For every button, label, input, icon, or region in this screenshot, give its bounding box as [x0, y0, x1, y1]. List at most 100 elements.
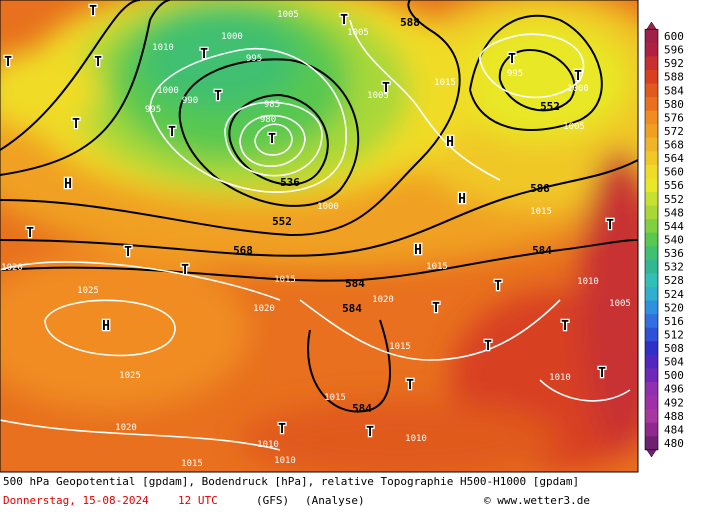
- pressure-label: 1015: [181, 459, 203, 469]
- colorbar-swatch: [645, 314, 658, 329]
- pressure-center: T: [508, 52, 516, 67]
- geopotential-label: 584: [342, 302, 362, 315]
- pressure-center: H: [458, 192, 466, 207]
- colorbar-swatch: [645, 42, 658, 57]
- colorbar-swatch: [645, 56, 658, 71]
- colorbar-label: 556: [664, 179, 684, 192]
- colorbar-label: 552: [664, 193, 684, 206]
- colorbar-swatch: [645, 354, 658, 369]
- colorbar-label: 524: [664, 288, 684, 301]
- pressure-contours: [0, 19, 631, 451]
- colorbar-label: 536: [664, 247, 684, 260]
- geopotential-label: 552: [272, 215, 292, 228]
- colorbar-swatch: [645, 368, 658, 383]
- colorbar-label: 576: [664, 111, 684, 124]
- pressure-label: 1005: [347, 28, 369, 38]
- geopotential-label: 584: [532, 244, 552, 257]
- footer-time: 12 UTC: [178, 494, 218, 507]
- colorbar-swatch: [645, 110, 658, 125]
- footer-model: (GFS): [256, 494, 289, 507]
- colorbar-swatch: [645, 178, 658, 193]
- colorbar-label: 516: [664, 315, 684, 328]
- geopotential-label: 584: [352, 402, 372, 415]
- colorbar-label: 500: [664, 369, 684, 382]
- colorbar-swatch: [645, 409, 658, 424]
- pressure-center: T: [278, 422, 286, 437]
- pressure-center: T: [366, 425, 374, 440]
- pressure-label: 1000: [157, 86, 179, 96]
- pressure-center: T: [26, 226, 34, 241]
- colorbar-swatch: [645, 422, 658, 437]
- pressure-label: 1015: [426, 262, 448, 272]
- colorbar-label: 512: [664, 328, 684, 341]
- colorbar-label: 480: [664, 437, 684, 450]
- pressure-center: T: [200, 47, 208, 62]
- pressure-center: H: [64, 177, 72, 192]
- colorbar-swatch: [645, 124, 658, 139]
- pressure-label: 1005: [367, 91, 389, 101]
- colorbar-swatch: [645, 327, 658, 342]
- pressure-label: 1020: [115, 423, 137, 433]
- colorbar-swatch: [645, 259, 658, 274]
- pressure-label: 1025: [119, 371, 141, 381]
- pressure-label: 990: [182, 96, 198, 106]
- colorbar-label: 496: [664, 383, 684, 396]
- colorbar-swatch: [645, 205, 658, 220]
- colorbar-label: 564: [664, 152, 684, 165]
- pressure-label: 1015: [389, 342, 411, 352]
- colorbar-label: 492: [664, 396, 684, 409]
- pressure-label: 1000: [567, 84, 589, 94]
- pressure-label: 1015: [274, 275, 296, 285]
- footer-date: Donnerstag, 15-08-2024: [3, 494, 149, 507]
- pressure-label: 1015: [324, 393, 346, 403]
- pressure-center: T: [406, 378, 414, 393]
- pressure-label: 1025: [77, 286, 99, 296]
- pressure-center: T: [561, 319, 569, 334]
- geopotential-label: 584: [345, 277, 365, 290]
- colorbar-swatch: [645, 219, 658, 234]
- pressure-center: T: [382, 81, 390, 96]
- colorbar-swatch: [645, 436, 658, 451]
- pressure-label: 1005: [609, 299, 631, 309]
- colorbar-label: 532: [664, 261, 684, 274]
- footer-description: 500 hPa Geopotential [gpdam], Bodendruck…: [3, 475, 579, 488]
- colorbar-label: 560: [664, 166, 684, 179]
- pressure-label: 1010: [577, 277, 599, 287]
- colorbar-label: 592: [664, 57, 684, 70]
- pressure-label: 1000: [317, 202, 339, 212]
- pressure-center: T: [124, 245, 132, 260]
- pressure-center: T: [432, 301, 440, 316]
- pressure-label: 1015: [434, 78, 456, 88]
- pressure-center: T: [598, 366, 606, 381]
- colorbar-label: 580: [664, 98, 684, 111]
- pressure-label: 1020: [372, 295, 394, 305]
- colorbar-frame: [644, 28, 659, 451]
- colorbar-label: 548: [664, 206, 684, 219]
- pressure-label: 985: [264, 100, 280, 110]
- colorbar-swatch: [645, 164, 658, 179]
- pressure-label: 995: [145, 105, 161, 115]
- colorbar-swatch: [645, 286, 658, 302]
- colorbar-swatch: [645, 246, 658, 261]
- colorbar-swatch: [645, 69, 658, 84]
- colorbar-label: 544: [664, 220, 684, 233]
- pressure-label: 1005: [277, 10, 299, 20]
- colorbar-label: 528: [664, 274, 684, 287]
- footer-run: (Analyse): [305, 494, 365, 507]
- pressure-center: T: [214, 89, 222, 104]
- colorbar-label: 488: [664, 410, 684, 423]
- colorbar-label: 568: [664, 139, 684, 152]
- geopotential-contours: [0, 0, 638, 413]
- pressure-label: 1010: [152, 43, 174, 53]
- pressure-label: 980: [260, 115, 276, 125]
- pressure-label: 1020: [253, 304, 275, 314]
- colorbar-swatch: [645, 381, 658, 397]
- colorbar-swatch: [645, 341, 658, 356]
- colorbar-label: 600: [664, 30, 684, 43]
- colorbar-swatch: [645, 97, 658, 112]
- geopotential-label: 588: [400, 16, 420, 29]
- pressure-label: 1015: [530, 207, 552, 217]
- colorbar-label: 540: [664, 234, 684, 247]
